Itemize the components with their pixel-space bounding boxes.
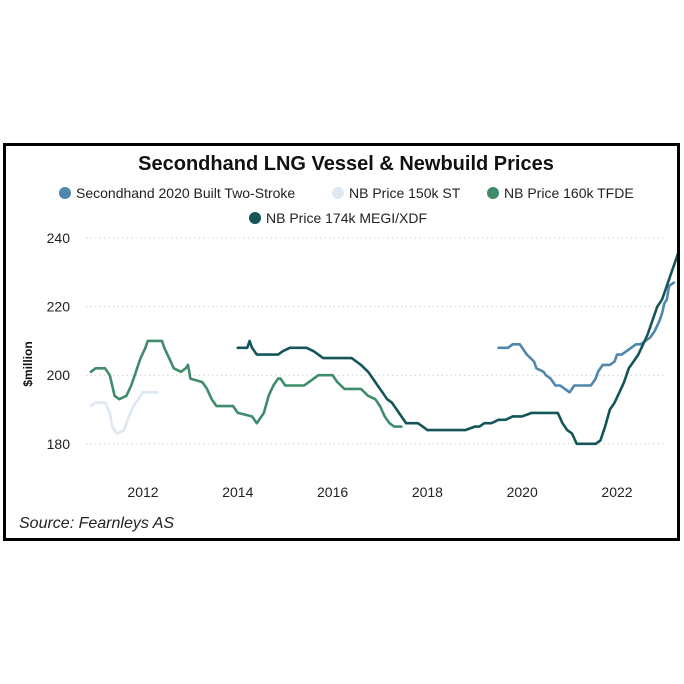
y-tick-label-220: 220 — [47, 299, 71, 315]
source-note: Source: Fearnleys AS — [19, 515, 174, 532]
series-line-2 — [89, 391, 159, 435]
chart-title: Secondhand LNG Vessel & Newbuild Prices — [138, 153, 554, 175]
legend-label-3: NB Price 160k TFDE — [504, 185, 634, 201]
x-tick-label-2014: 2014 — [222, 484, 253, 500]
legend-marker-1 — [59, 187, 71, 199]
grid — [86, 237, 666, 445]
y-tick-label-180: 180 — [47, 436, 71, 452]
x-tick-label-2016: 2016 — [317, 484, 348, 500]
plot-area — [89, 252, 677, 446]
chart-svg: Secondhand LNG Vessel & Newbuild Prices … — [19, 153, 677, 532]
x-tick-label-2012: 2012 — [127, 484, 158, 500]
legend-label-1: Secondhand 2020 Built Two-Stroke — [76, 185, 295, 201]
y-tick-label-240: 240 — [47, 230, 71, 246]
legend: Secondhand 2020 Built Two-Stroke NB Price… — [59, 185, 634, 226]
series-line-1 — [497, 281, 676, 394]
series-line-4 — [236, 252, 677, 446]
legend-label-2: NB Price 150k ST — [349, 185, 461, 201]
legend-marker-2 — [332, 187, 344, 199]
axes: 180 200 220 240 2012 2014 2016 2018 2020 2022 — [47, 230, 633, 500]
x-tick-label-2022: 2022 — [601, 484, 632, 500]
y-tick-label-200: 200 — [47, 367, 71, 383]
x-tick-label-2020: 2020 — [507, 484, 538, 500]
legend-marker-4 — [249, 212, 261, 224]
x-tick-label-2018: 2018 — [412, 484, 443, 500]
legend-label-4: NB Price 174k MEGI/XDF — [266, 210, 427, 226]
chart-frame: Secondhand LNG Vessel & Newbuild Prices … — [3, 143, 680, 541]
series-line-3 — [89, 339, 403, 428]
y-axis-label: $million — [21, 341, 35, 386]
legend-marker-3 — [487, 187, 499, 199]
